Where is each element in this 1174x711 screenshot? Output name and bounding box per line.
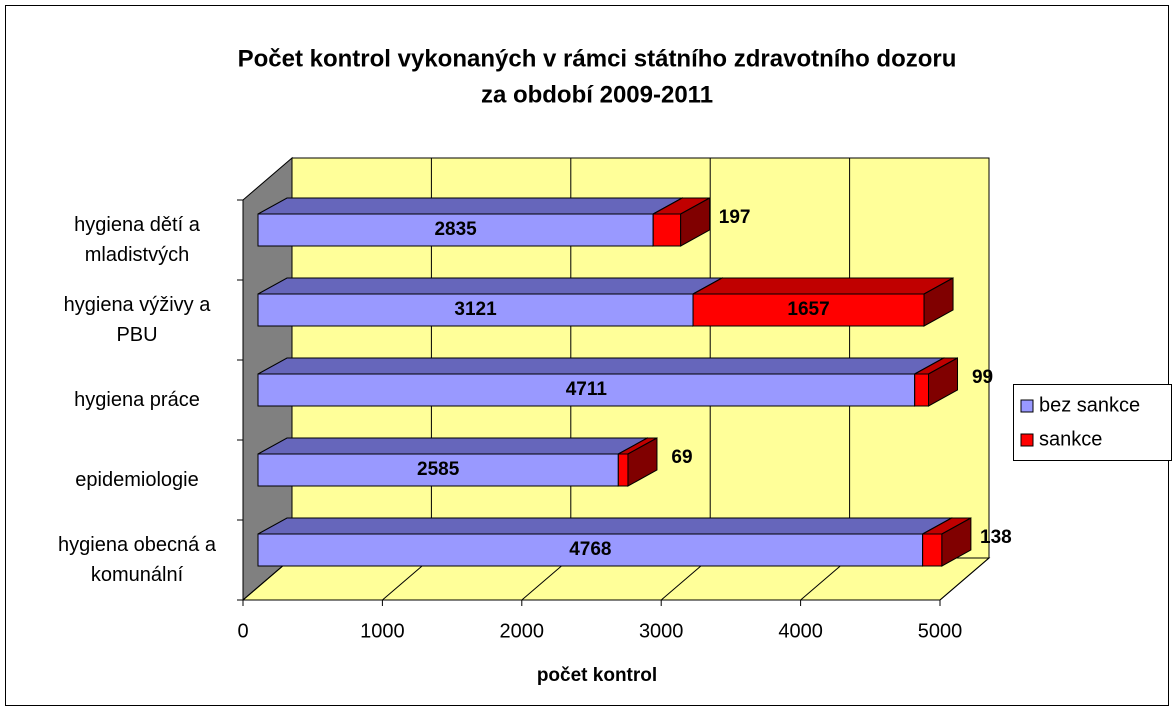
y-tick-label: hygiena výživy a PBU (63, 294, 211, 346)
bar (617, 453, 629, 487)
bar-side (627, 437, 658, 487)
data-label: 2585 (417, 459, 460, 480)
bar-side (928, 357, 959, 407)
x-tick-label: 3000 (639, 620, 684, 642)
legend-label: sankce (1039, 428, 1102, 450)
data-label: 99 (972, 367, 993, 388)
bar-side (680, 197, 711, 247)
data-label: 69 (671, 447, 692, 468)
legend-swatch (1020, 433, 1034, 447)
bar (257, 213, 654, 247)
bar (692, 293, 925, 327)
bar (914, 373, 930, 407)
legend-box (1013, 384, 1172, 461)
bar-side (941, 517, 972, 567)
x-tick-label: 2000 (500, 620, 545, 642)
floor-grid-line (939, 557, 990, 601)
data-label: 138 (980, 527, 1012, 548)
chart-title: za období 2009-2011 (481, 81, 713, 108)
bar (257, 533, 924, 567)
data-label: 197 (719, 207, 751, 228)
bar-top (257, 357, 944, 375)
x-tick-label: 1000 (360, 620, 405, 642)
data-label: 1657 (787, 299, 829, 320)
data-label: 4768 (569, 539, 611, 560)
y-tick-label: hygiena práce (74, 389, 200, 411)
bar-side (923, 277, 954, 327)
bar-top (692, 277, 954, 295)
data-label: 2835 (434, 219, 477, 240)
bar-top (257, 437, 648, 455)
bar (257, 453, 619, 487)
bar (652, 213, 682, 247)
legend-label: bez sankce (1039, 394, 1140, 416)
x-tick-label: 0 (237, 620, 248, 642)
y-tick-label: hygiena obecná a komunální (58, 534, 216, 586)
chart-title: Počet kontrol vykonaných v rámci státníh… (238, 45, 957, 72)
x-tick-label: 4000 (778, 620, 823, 642)
data-label: 4711 (566, 379, 608, 400)
x-tick-label: 5000 (918, 620, 963, 642)
bar (922, 533, 943, 567)
legend-swatch (1020, 399, 1034, 413)
y-tick-label: hygiena dětí a mladistvých (74, 214, 200, 266)
bar-top (257, 277, 723, 295)
bar-top (257, 517, 952, 535)
x-axis-title: počet kontrol (537, 665, 657, 686)
y-tick-label: epidemiologie (75, 469, 199, 491)
data-label: 3121 (454, 299, 497, 320)
bar (257, 373, 916, 407)
bar-top (257, 197, 683, 215)
